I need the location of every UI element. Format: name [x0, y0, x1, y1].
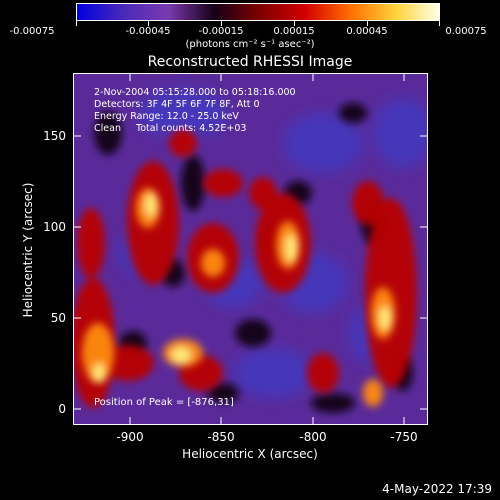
- image-blob: [94, 111, 122, 155]
- image-blob: [235, 319, 271, 347]
- image-blob: [363, 379, 383, 407]
- time-range: 2-Nov-2004 05:15:28.000 to 05:18:16.000: [94, 87, 296, 98]
- image-blob: [169, 129, 197, 157]
- colorbar-units: (photons cm⁻² s⁻¹ asec⁻²): [185, 39, 315, 50]
- image-blob: [145, 193, 157, 217]
- image-blob: [339, 103, 367, 123]
- image-blob: [249, 177, 277, 209]
- colorbar-tick: [76, 21, 77, 26]
- colorbar: [76, 3, 440, 21]
- colorbar-tick: [221, 21, 222, 26]
- image-blob: [82, 323, 114, 383]
- image-blob: [307, 353, 339, 393]
- plot-frame: [73, 73, 428, 425]
- image-blob: [93, 363, 105, 383]
- x-axis-label: Heliocentric X (arcsec): [182, 447, 318, 461]
- image-blob: [171, 347, 191, 363]
- image-blob: [379, 306, 391, 330]
- colorbar-tick-label: -0.00045: [125, 26, 171, 37]
- image-blob: [201, 249, 225, 277]
- colorbar-tick: [439, 21, 440, 26]
- image-blob: [181, 155, 205, 211]
- footer-date: 4-May-2022 17:39: [382, 482, 492, 496]
- colorbar-tick-label: 0.00045: [346, 26, 388, 37]
- colorbar-tick-label: 0.00015: [273, 26, 315, 37]
- image-blob: [77, 208, 105, 278]
- image-blob: [233, 348, 313, 398]
- y-axis-label: Heliocentric Y (arcsec): [21, 182, 35, 318]
- detectors: Detectors: 3F 4F 5F 6F 7F 8F, Att 0: [94, 99, 260, 110]
- image-blob: [365, 198, 417, 388]
- x-tick-label: -750: [390, 430, 418, 444]
- x-tick-label: -850: [207, 430, 235, 444]
- image-blob: [203, 169, 243, 197]
- colorbar-tick-label: -0.00075: [9, 26, 55, 37]
- colorbar-tick: [148, 21, 149, 26]
- y-tick-label: 150: [43, 129, 66, 143]
- image-blob: [311, 393, 355, 413]
- plot-title: Reconstructed RHESSI Image: [147, 54, 353, 70]
- image-blob: [207, 383, 239, 403]
- image-blob: [285, 234, 297, 262]
- image-peak-regions: [82, 188, 395, 407]
- image-blob: [283, 113, 363, 173]
- energy-range: Energy Range: 12.0 - 25.0 keV: [94, 111, 239, 122]
- image-blob: [102, 345, 154, 381]
- total-counts: Clean Total counts: 4.52E+03: [94, 123, 247, 134]
- y-tick-label: 50: [50, 311, 66, 325]
- image-blob: [138, 88, 228, 138]
- colorbar-tick: [367, 21, 368, 26]
- x-tick-label: -800: [299, 430, 327, 444]
- image-blob: [352, 181, 384, 225]
- x-tick-label: -900: [116, 430, 144, 444]
- image-blob: [373, 98, 428, 168]
- y-tick-label: 0: [58, 402, 66, 416]
- colorbar-tick-label: -0.00015: [198, 26, 244, 37]
- peak-position: Position of Peak = [-876,31]: [94, 397, 234, 408]
- colorbar-tick-label: 0.00075: [445, 26, 487, 37]
- rhessi-image: [73, 73, 428, 425]
- y-tick-label: 100: [43, 220, 66, 234]
- colorbar-tick: [294, 21, 295, 26]
